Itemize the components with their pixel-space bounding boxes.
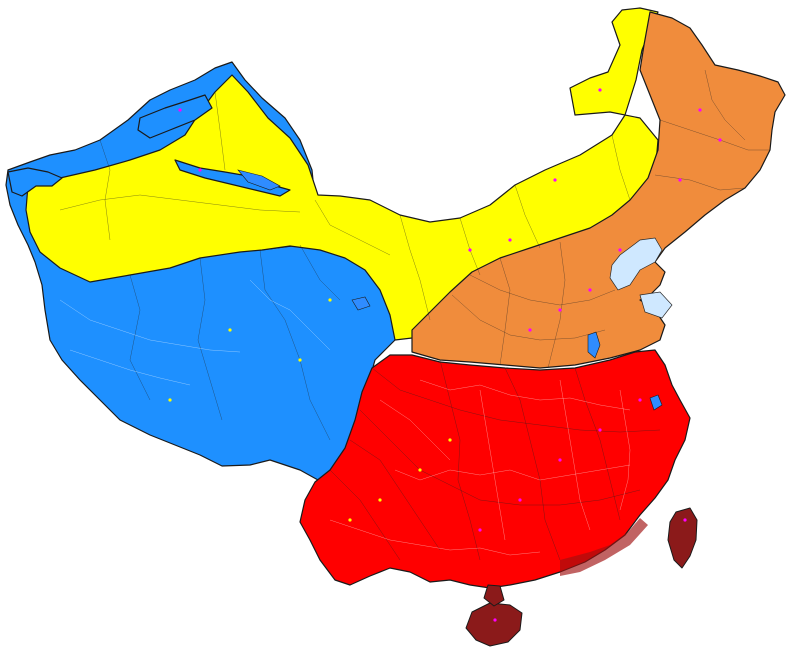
island-hainan xyxy=(465,602,523,647)
region-north-blue-pocket-1 xyxy=(137,94,213,139)
lake-north-xinjiang xyxy=(237,169,281,191)
county-borders xyxy=(59,279,631,556)
yellow-sea-inlet xyxy=(639,291,673,319)
city-markers xyxy=(168,88,722,622)
island-taiwan xyxy=(667,507,698,569)
region-north xyxy=(25,7,659,341)
coastal-dark-strip xyxy=(560,518,648,576)
lake-qinghai xyxy=(351,296,371,311)
lake-taihu xyxy=(649,394,663,411)
region-north-blue-pocket-3 xyxy=(7,167,63,197)
region-south xyxy=(299,349,691,589)
bohai-sea xyxy=(609,237,663,291)
peninsula-leizhou xyxy=(483,584,505,607)
region-northeast xyxy=(411,11,786,369)
